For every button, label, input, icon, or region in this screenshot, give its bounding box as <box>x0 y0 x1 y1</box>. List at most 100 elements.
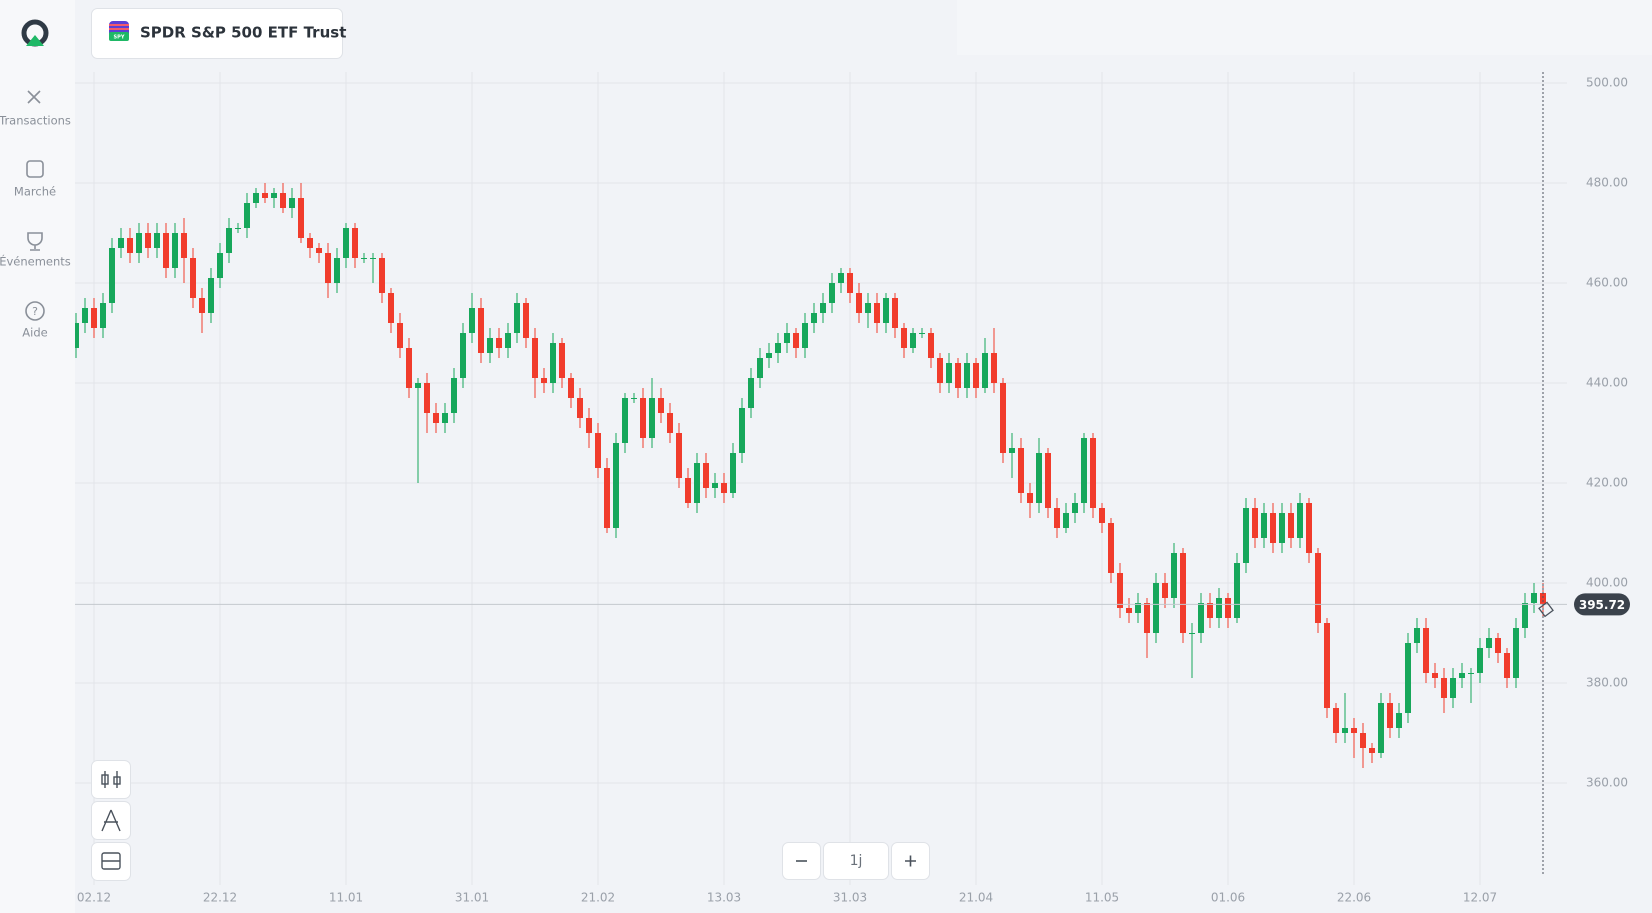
nav-label[interactable]: Événements <box>0 254 71 269</box>
logo <box>21 19 49 47</box>
y-tick-label: 440.00 <box>1586 376 1628 390</box>
candle-body <box>1432 673 1438 678</box>
candle-body <box>640 398 646 438</box>
candle-body <box>172 233 178 268</box>
nav-market[interactable]: Marché <box>14 160 56 199</box>
candle-body <box>1477 648 1483 673</box>
candle-body <box>802 323 808 348</box>
candle-body <box>1180 553 1186 633</box>
candle-body <box>352 228 358 258</box>
candle-body <box>766 353 772 358</box>
candle-body <box>838 273 844 283</box>
tool-chart-type[interactable] <box>91 760 131 799</box>
candle-body <box>946 363 952 383</box>
nav-help[interactable]: ? Aide <box>22 301 48 340</box>
svg-text:?: ? <box>32 305 38 318</box>
candle-body <box>847 273 853 293</box>
candle-body <box>865 303 871 313</box>
candle-body <box>1027 493 1033 503</box>
candle-body <box>145 233 151 248</box>
candle-body <box>1468 673 1474 674</box>
x-tick-label: 12.07 <box>1463 891 1497 905</box>
candle-body <box>1414 628 1420 643</box>
candle-body <box>1054 508 1060 528</box>
candle-body <box>118 238 124 248</box>
candle-body <box>658 398 664 413</box>
candle-body <box>82 308 88 323</box>
candle-body <box>181 233 187 258</box>
candle-body <box>1063 513 1069 528</box>
candle-body <box>955 363 961 388</box>
candle-body <box>973 363 979 388</box>
zoom-level[interactable]: 1j <box>823 842 889 880</box>
candle-body <box>1396 713 1402 728</box>
candle-body <box>694 463 700 503</box>
candle-body <box>757 358 763 378</box>
candle-body <box>523 303 529 338</box>
candle-body <box>343 228 349 258</box>
price-tag-icon <box>1538 601 1554 618</box>
candle-body <box>406 348 412 388</box>
candle-body <box>442 413 448 423</box>
price-label-bg <box>1574 593 1630 616</box>
candle-body <box>856 293 862 313</box>
zoom-label[interactable]: 1j <box>850 853 863 869</box>
candle-body <box>163 233 169 268</box>
candle-body <box>901 328 907 348</box>
x-tick-label: 22.06 <box>1337 891 1371 905</box>
candle-body <box>883 298 889 323</box>
candle-body <box>235 228 241 229</box>
candle-body <box>1036 453 1042 503</box>
nav-label[interactable]: Transactions <box>0 114 71 128</box>
zoom-in[interactable] <box>891 842 930 880</box>
x-tick-label: 11.05 <box>1085 891 1119 905</box>
candle-body <box>559 343 565 378</box>
candle-body <box>226 228 232 253</box>
candle-body <box>1369 748 1375 753</box>
y-tick-label: 360.00 <box>1586 776 1628 790</box>
candle-body <box>388 293 394 323</box>
nav-events[interactable]: Événements <box>0 232 71 269</box>
candle-body <box>1324 623 1330 708</box>
candle-body <box>649 398 655 438</box>
candle-body <box>568 378 574 398</box>
candle-body <box>1072 503 1078 513</box>
candle-body <box>424 383 430 413</box>
candle-body <box>1459 673 1465 678</box>
candle-body <box>1261 513 1267 538</box>
nav-label[interactable]: Marché <box>14 185 56 199</box>
candle-body <box>1504 653 1510 678</box>
candle-body <box>1018 448 1024 493</box>
candle-body <box>1171 553 1177 598</box>
candle-body <box>811 313 817 323</box>
instrument-button[interactable]: SPY SPDR S&P 500 ETF Trust <box>91 8 347 59</box>
plot-area: 360.00 380.00 400.00 420.00 440.00 460.00 480.… <box>73 72 1630 905</box>
tool-drawing[interactable] <box>91 801 131 840</box>
candle-body <box>685 478 691 503</box>
candle-body <box>487 338 493 353</box>
y-tick-label: 420.00 <box>1586 476 1628 490</box>
candle-body <box>550 343 556 383</box>
candle-body <box>1378 703 1384 753</box>
x-tick-label: 01.06 <box>1211 891 1245 905</box>
nav-label[interactable]: Aide <box>22 326 47 340</box>
instrument-name[interactable]: SPDR S&P 500 ETF Trust <box>140 24 346 42</box>
candle-body <box>982 353 988 388</box>
zoom-out[interactable] <box>782 842 821 880</box>
x-tick-label: 13.03 <box>707 891 741 905</box>
candle-body <box>244 203 250 228</box>
tool-layout[interactable] <box>91 842 131 881</box>
x-tick-label: 31.01 <box>455 891 489 905</box>
candle-body <box>613 443 619 528</box>
candle-body <box>127 238 133 253</box>
candle-body <box>784 333 790 343</box>
candle-body <box>1513 628 1519 678</box>
candle-body <box>1117 573 1123 608</box>
sidebar <box>0 0 75 913</box>
nav-transactions[interactable]: Transactions <box>0 90 71 128</box>
candle-body <box>1108 523 1114 573</box>
candle-body <box>829 283 835 303</box>
price-label: 395.72 <box>1579 598 1625 612</box>
candle-body <box>712 483 718 488</box>
candle-body <box>577 398 583 418</box>
